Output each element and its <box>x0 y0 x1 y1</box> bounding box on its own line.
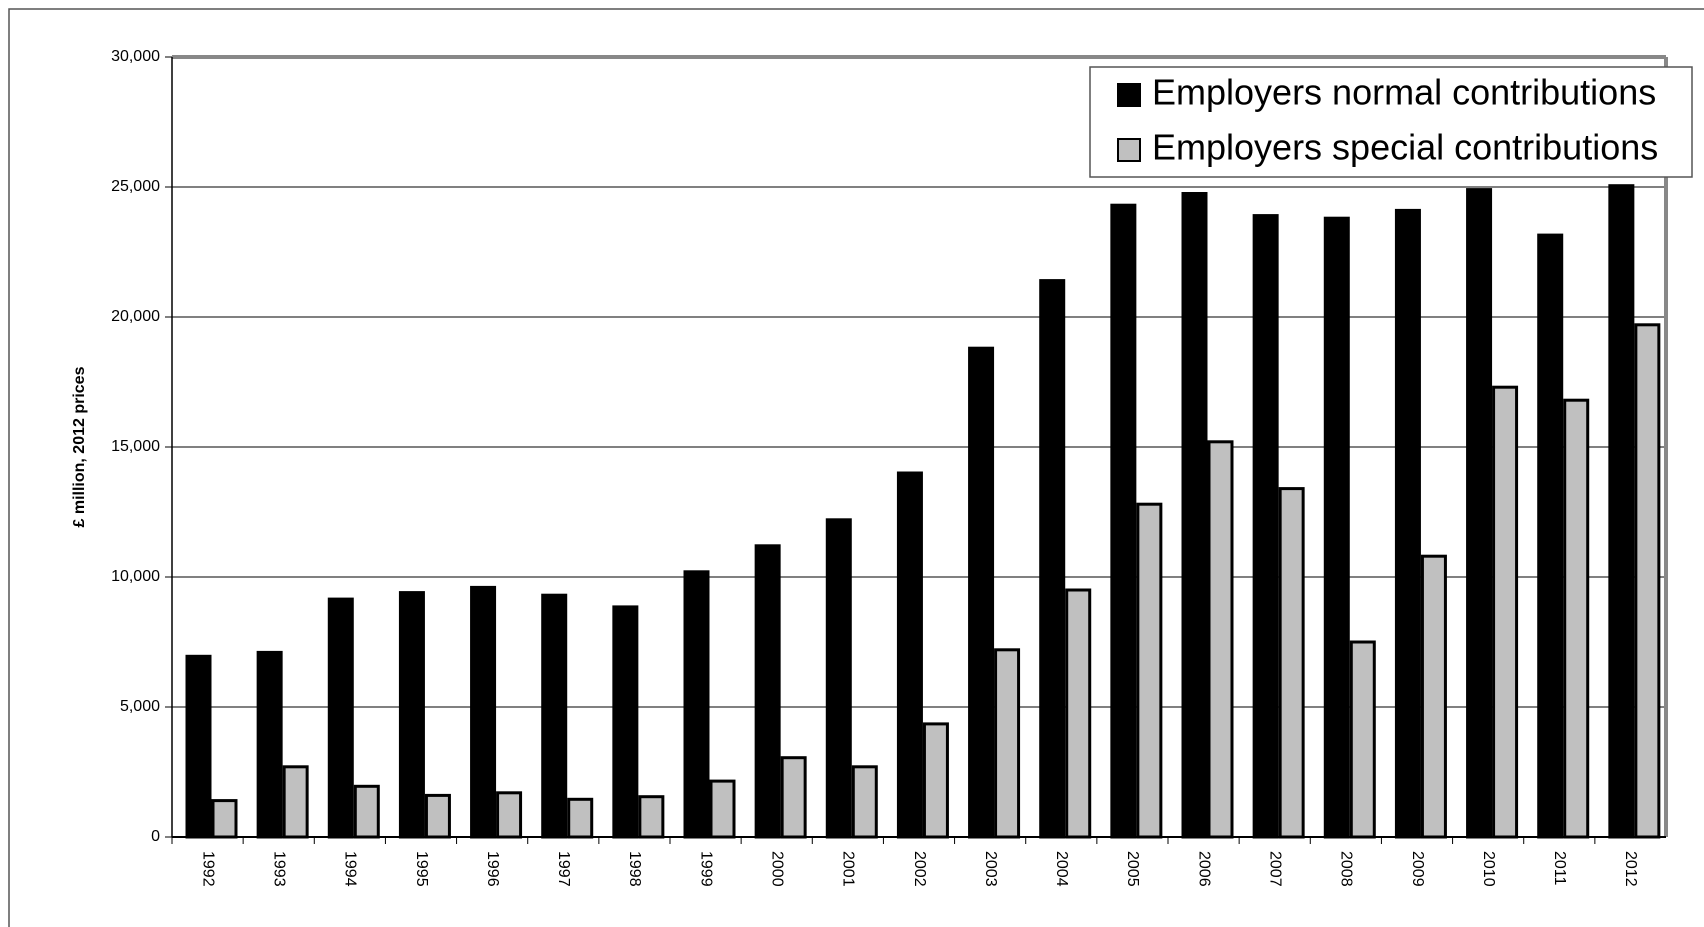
y-axis-label: £ million, 2012 prices <box>71 366 88 527</box>
bar <box>1207 440 1234 839</box>
bar <box>1608 184 1635 839</box>
x-tick-label: 1997 <box>555 851 572 887</box>
bar <box>1563 398 1590 839</box>
bar <box>1349 640 1376 839</box>
x-tick-label: 1993 <box>270 851 287 887</box>
y-tick-label: 20,000 <box>111 308 160 325</box>
bar <box>1394 208 1421 839</box>
x-tick-label: 2004 <box>1053 851 1070 887</box>
legend-label: Employers normal contributions <box>1152 72 1656 113</box>
legend-swatch <box>1117 138 1141 162</box>
x-tick-label: 2002 <box>911 851 928 887</box>
bar <box>825 518 852 839</box>
bar <box>922 722 949 839</box>
bar <box>683 570 710 839</box>
x-tick-label: 2009 <box>1409 851 1426 887</box>
bar <box>567 797 594 839</box>
bar <box>896 471 923 839</box>
bar <box>1492 385 1519 839</box>
x-tick-label: 2001 <box>840 851 857 887</box>
x-tick-label: 1999 <box>697 851 714 887</box>
bar <box>1039 279 1066 839</box>
bar <box>1537 233 1564 839</box>
bar <box>994 648 1021 839</box>
y-tick-label: 5,000 <box>120 698 160 715</box>
x-tick-label: 1995 <box>413 851 430 887</box>
bar <box>1466 188 1493 839</box>
bar <box>851 765 878 839</box>
bar <box>185 654 212 839</box>
bar <box>1110 203 1137 839</box>
y-tick-label: 25,000 <box>111 178 160 195</box>
x-tick-label: 2006 <box>1195 851 1212 887</box>
legend-swatch <box>1117 83 1141 107</box>
bar <box>1323 216 1350 839</box>
x-tick-label: 2003 <box>982 851 999 887</box>
bar <box>398 591 425 839</box>
bar <box>327 597 354 839</box>
x-tick-label: 2012 <box>1622 851 1639 887</box>
y-tick-label: 15,000 <box>111 438 160 455</box>
bar <box>968 346 995 839</box>
y-tick-label: 30,000 <box>111 48 160 65</box>
y-tick-label: 0 <box>151 828 160 845</box>
bar <box>709 779 736 839</box>
bar <box>612 605 639 839</box>
legend-box <box>1089 66 1693 178</box>
bar <box>1420 554 1447 839</box>
x-tick-label: 2000 <box>768 851 785 887</box>
x-tick-label: 2008 <box>1338 851 1355 887</box>
bar <box>353 784 380 839</box>
bar <box>470 585 497 839</box>
x-tick-label: 2011 <box>1551 851 1568 886</box>
x-tick-label: 1996 <box>484 851 501 887</box>
bar <box>1065 588 1092 839</box>
bar <box>211 799 238 839</box>
bar <box>424 793 451 839</box>
bar <box>638 795 665 839</box>
bar <box>1136 502 1163 839</box>
bar <box>282 765 309 839</box>
bar <box>1634 323 1661 839</box>
y-tick-label: 10,000 <box>111 568 160 585</box>
bar <box>1181 192 1208 839</box>
bar <box>1278 487 1305 839</box>
x-tick-label: 2010 <box>1480 851 1497 887</box>
x-tick-label: 2007 <box>1266 851 1283 887</box>
bar <box>541 593 568 839</box>
bar <box>256 650 283 839</box>
legend-label: Employers special contributions <box>1152 127 1658 168</box>
x-tick-label: 2005 <box>1124 851 1141 887</box>
bar <box>1252 214 1279 839</box>
bar <box>780 756 807 839</box>
bar <box>754 544 781 839</box>
x-tick-label: 1992 <box>199 851 216 887</box>
x-tick-label: 1994 <box>342 851 359 887</box>
bar <box>496 791 523 839</box>
x-tick-label: 1998 <box>626 851 643 887</box>
